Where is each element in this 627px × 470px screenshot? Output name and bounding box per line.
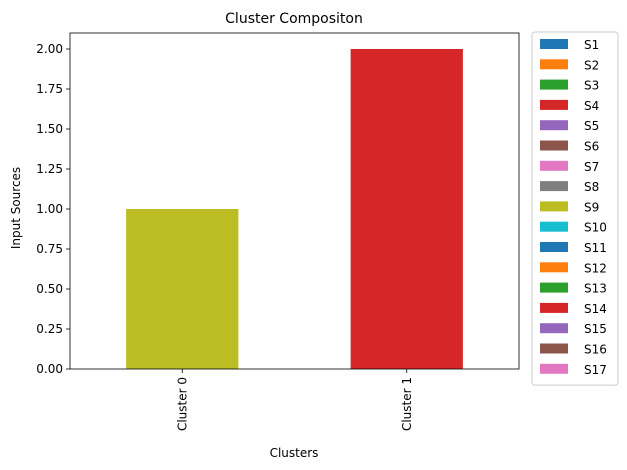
- y-tick-label: 2.00: [36, 42, 63, 56]
- chart-title: Cluster Compositon: [225, 11, 363, 27]
- legend-label-s10: S10: [584, 221, 607, 235]
- legend-swatch-s14: [540, 302, 568, 313]
- legend-label-s15: S15: [584, 322, 607, 336]
- y-axis: 0.00 0.25 0.50 0.75 1.00 1.25 1.50 1.75 2.00: [36, 42, 70, 376]
- legend-swatch-s9: [540, 201, 568, 212]
- y-tick-label: 0.00: [36, 362, 63, 376]
- legend-label-s5: S5: [584, 119, 599, 133]
- legend: S1 S2 S3 S4 S5 S6 S7 S8 S9 S10 S11 S12 S13 S14 S15 S16 S…: [531, 31, 619, 386]
- legend-swatch-s12: [540, 262, 568, 273]
- x-axis-label: Clusters: [270, 446, 319, 460]
- legend-label-s7: S7: [584, 160, 599, 174]
- bars-group: [126, 49, 463, 369]
- y-tick-label: 0.25: [36, 322, 63, 336]
- legend-label-s13: S13: [584, 282, 607, 296]
- legend-label-s12: S12: [584, 261, 607, 275]
- legend-swatch-s15: [540, 323, 568, 334]
- legend-swatch-s10: [540, 221, 568, 232]
- legend-swatch-s17: [540, 363, 568, 374]
- legend-label-s2: S2: [584, 58, 599, 72]
- plot-frame: [69, 32, 520, 370]
- legend-label-s1: S1: [584, 38, 599, 52]
- y-axis-label: Input Sources: [9, 167, 23, 249]
- legend-swatch-s1: [540, 39, 568, 49]
- legend-swatch-s13: [540, 282, 568, 293]
- legend-swatch-s2: [540, 59, 568, 70]
- y-tick-label: 0.50: [36, 282, 63, 296]
- legend-swatch-s7: [540, 160, 568, 171]
- legend-swatch-s16: [540, 343, 568, 354]
- legend-label-s11: S11: [584, 241, 607, 255]
- legend-swatch-s4: [540, 99, 568, 110]
- legend-label-s16: S16: [584, 343, 607, 357]
- x-tick-label: Cluster 0: [175, 377, 189, 431]
- bar-s9-cluster-0: [126, 209, 239, 369]
- y-tick-label: 1.00: [36, 202, 63, 216]
- legend-label-s9: S9: [584, 200, 599, 214]
- legend-label-s8: S8: [584, 180, 599, 194]
- legend-swatch-s11: [540, 242, 568, 252]
- legend-label-s4: S4: [584, 99, 599, 113]
- legend-swatch-s5: [540, 120, 568, 131]
- legend-label-s17: S17: [584, 363, 607, 377]
- legend-label-s6: S6: [584, 140, 599, 154]
- bar-s4-cluster-1: [350, 209, 463, 369]
- legend-label-s3: S3: [584, 79, 599, 93]
- bar-s14-cluster-1: [350, 49, 463, 209]
- x-tick-label: Cluster 1: [400, 377, 414, 431]
- legend-swatch-s3: [540, 79, 568, 90]
- legend-label-s14: S14: [584, 302, 607, 316]
- y-tick-label: 1.25: [36, 162, 63, 176]
- x-axis: Cluster 0 Cluster 1: [175, 369, 414, 431]
- y-tick-label: 1.75: [36, 82, 63, 96]
- legend-swatch-s6: [540, 140, 568, 151]
- y-tick-label: 0.75: [36, 242, 63, 256]
- y-tick-label: 1.50: [36, 122, 63, 136]
- legend-swatch-s8: [540, 181, 568, 192]
